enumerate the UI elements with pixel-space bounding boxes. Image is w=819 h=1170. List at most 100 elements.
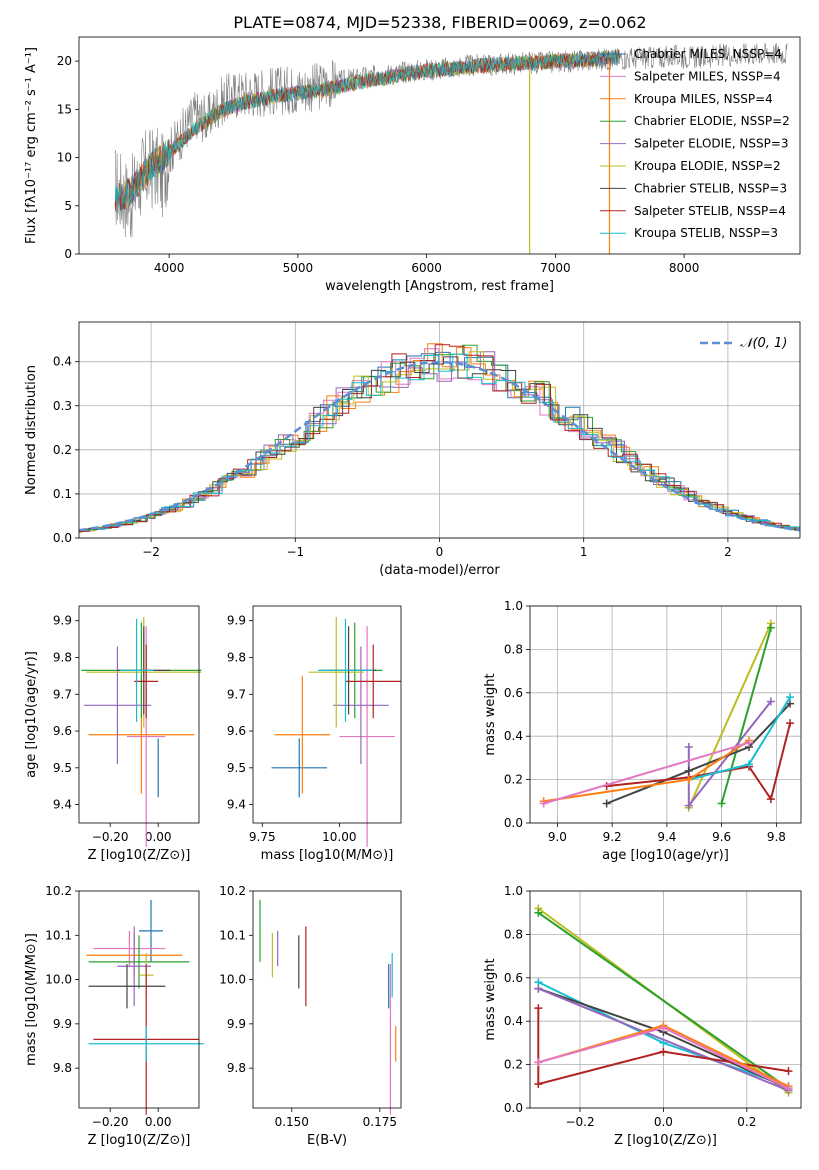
x-tick-label: −0.2 [565, 1115, 594, 1129]
axes-frame [529, 605, 802, 824]
x-axis-label: Z [log10(Z/Z⊙)] [614, 1133, 717, 1148]
residual-histogram [79, 344, 800, 531]
legend-entry: Salpeter MILES, NSSP=4 [634, 69, 781, 83]
mass-weight-marker [766, 795, 775, 804]
axes-frame [529, 890, 802, 1109]
residual-histogram [79, 351, 800, 532]
y-tick-label: 10.0 [219, 973, 246, 987]
y-tick-label: 0.8 [504, 927, 523, 941]
y-tick-label: 9.9 [227, 614, 246, 628]
mass-weight-marker [717, 799, 726, 808]
legend-entry: 𝒩(0, 1) [740, 336, 787, 351]
residuals-panel: −2 −1 0 1 2 0.0 0.1 0.2 0.3 0.4 (data-model)/error… [24, 321, 801, 578]
x-axis-label: Z [log10(Z/Z⊙)] [88, 848, 191, 863]
x-axis-label: age [log10(age/yr)] [602, 848, 729, 863]
spectrum-legend: Chabrier MILES, NSSP=4 Salpeter MILES, NS… [600, 47, 790, 240]
x-tick-label: 4000 [154, 261, 185, 275]
mass-weight-marker [539, 799, 548, 808]
mass-weight-marker [659, 1023, 668, 1032]
y-axis-label: mass weight [483, 958, 498, 1040]
axes-frame [78, 605, 200, 824]
y-tick-label: 0.2 [504, 1058, 523, 1072]
mass-weight-line [537, 987, 789, 1092]
y-tick-label: 9.7 [53, 687, 72, 701]
weight-vs-Z-panel: −0.2 0.0 0.2 0.0 0.2 0.4 0.6 0.8 1.0 Z [log10(Z/Z… [483, 884, 802, 1148]
y-tick-label: 9.9 [53, 1017, 72, 1031]
x-tick-label: 9.0 [548, 830, 567, 844]
mass-weight-line [537, 911, 790, 1090]
mass-weight-marker [784, 1067, 793, 1076]
y-tick-label: 9.5 [227, 761, 246, 775]
y-tick-label: 0.1 [53, 487, 72, 501]
mass-weight-marker [786, 719, 795, 728]
x-axis-label: E(B-V) [307, 1133, 347, 1148]
y-axis-label: mass [log10(M/M⊙)] [24, 933, 39, 1066]
residual-histogram [79, 353, 800, 531]
y-tick-label: 0.2 [504, 773, 523, 787]
x-tick-label: 10.00 [322, 830, 356, 844]
x-tick-label: 9.8 [767, 830, 786, 844]
axes-frame [252, 890, 402, 1109]
y-tick-label: 9.8 [227, 1061, 246, 1075]
mass-weight-marker [744, 738, 753, 747]
y-tick-label: 10 [57, 151, 72, 165]
y-tick-label: 0 [64, 247, 72, 261]
mass-weight-marker [684, 801, 693, 810]
y-tick-label: 9.8 [227, 650, 246, 664]
mass-weight-marker [684, 743, 693, 752]
mass-weight-marker [659, 1047, 668, 1056]
mass-weight-marker [534, 1058, 543, 1067]
y-tick-label: 0.4 [53, 355, 72, 369]
y-tick-label: 0.0 [504, 816, 523, 830]
x-tick-label: 0.00 [145, 1115, 172, 1129]
x-tick-label: 0.175 [363, 1115, 397, 1129]
x-tick-label: 2 [724, 545, 732, 559]
x-tick-label: −2 [142, 545, 160, 559]
figure-title: PLATE=0874, MJD=52338, FIBERID=0069, z=0… [233, 13, 646, 32]
mass-weight-marker [534, 908, 543, 917]
y-tick-label: 9.8 [53, 650, 72, 664]
x-tick-label: 0.00 [145, 830, 172, 844]
legend-entry: Chabrier ELODIE, NSSP=2 [634, 114, 790, 128]
y-tick-label: 20 [57, 54, 72, 68]
y-tick-label: 10.2 [45, 884, 72, 898]
y-tick-label: 0.2 [53, 443, 72, 457]
mass-weight-marker [534, 1004, 543, 1013]
x-tick-label: −0.20 [92, 1115, 129, 1129]
mass-vs-ebv-panel: 0.150 0.175 9.8 9.9 10.0 10.1 10.2 E(B-V) [219, 884, 402, 1148]
y-tick-label: 9.4 [53, 798, 72, 812]
mass-weight-marker [602, 799, 611, 808]
y-tick-label: 10.1 [45, 928, 72, 942]
normal-curve [79, 360, 800, 532]
mass-weight-line [537, 1008, 789, 1086]
mass-weight-marker [784, 1084, 793, 1093]
legend-entry: Chabrier MILES, NSSP=4 [634, 47, 782, 61]
y-tick-label: 9.9 [227, 1017, 246, 1031]
y-axis-label: mass weight [483, 673, 498, 755]
mass-weight-marker [684, 775, 693, 784]
mass-weight-marker [534, 1080, 543, 1089]
mass-weight-line [543, 741, 750, 805]
x-tick-label: 9.75 [249, 830, 276, 844]
x-axis-label: (data-model)/error [379, 563, 500, 578]
x-axis-label: Z [log10(Z/Z⊙)] [88, 1133, 191, 1148]
weight-vs-age-panel: 9.0 9.2 9.4 9.6 9.8 0.0 0.2 0.4 0.6 0.8 1.0 age [lo… [483, 599, 802, 863]
x-axis-label: mass [log10(M/M⊙)] [261, 848, 394, 863]
mass-weight-marker [766, 697, 775, 706]
mass-weight-line [720, 627, 772, 804]
mass-weight-marker [786, 693, 795, 702]
x-tick-label: 0 [436, 545, 444, 559]
y-tick-label: 1.0 [504, 884, 523, 898]
legend-entry: Kroupa ELODIE, NSSP=2 [634, 159, 781, 173]
axes-frame [78, 890, 200, 1109]
x-tick-label: 6000 [411, 261, 442, 275]
legend-entry: Salpeter STELIB, NSSP=4 [634, 204, 786, 218]
y-tick-label: 9.6 [227, 724, 246, 738]
y-tick-label: 0.3 [53, 399, 72, 413]
y-tick-label: 9.7 [227, 687, 246, 701]
axes-frame [252, 605, 402, 824]
age-vs-mass-panel: 9.75 10.00 9.4 9.5 9.6 9.7 9.8 9.9 mass [log10(M… [227, 605, 402, 863]
x-tick-label: 1 [580, 545, 588, 559]
y-tick-label: 0.6 [504, 686, 523, 700]
y-tick-label: 9.9 [53, 614, 72, 628]
